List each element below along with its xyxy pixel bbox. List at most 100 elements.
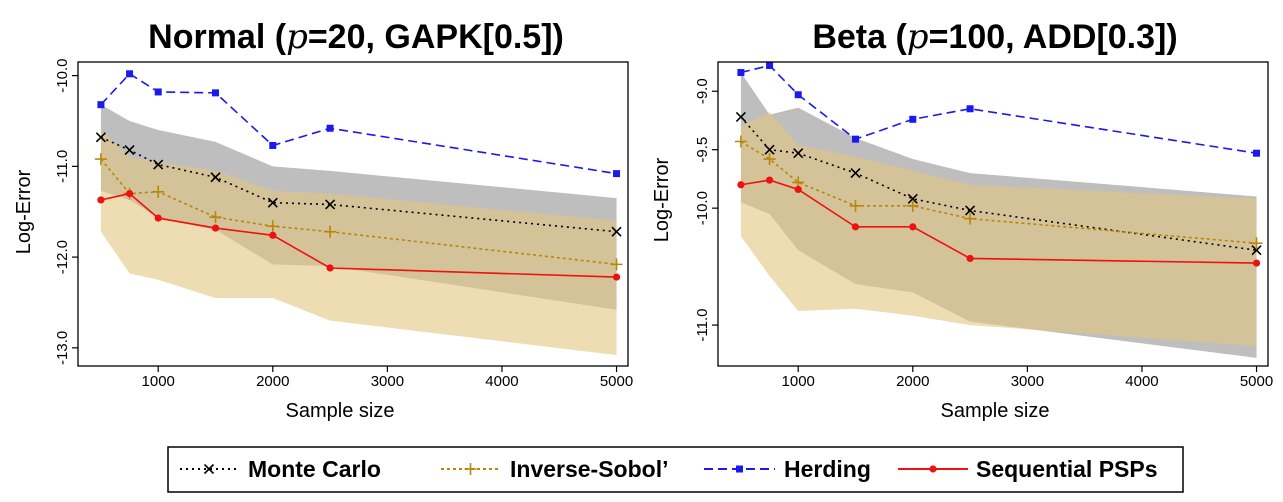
data-point <box>851 223 860 231</box>
data-point <box>850 168 861 179</box>
data-point <box>966 105 974 113</box>
title-dist: Beta ( <box>812 18 907 56</box>
data-point <box>764 144 775 155</box>
x-tick-label: 2000 <box>256 373 289 390</box>
data-point <box>966 254 974 263</box>
title-p: p <box>286 17 308 57</box>
right-panel: Beta (p=100, ADD[0.3]) 1000 2000 3000 4000 50… <box>651 17 1273 422</box>
data-point <box>612 273 621 281</box>
data-point <box>611 226 622 237</box>
x-tick-label: 1000 <box>142 373 175 390</box>
data-point <box>852 135 859 143</box>
x-tick-label: 3000 <box>371 373 404 390</box>
legend-label: Sequential PSPs <box>976 456 1158 482</box>
data-point <box>613 170 621 178</box>
y-tick-label: -11.0 <box>694 309 711 342</box>
data-point <box>154 88 162 96</box>
data-point <box>97 196 105 204</box>
data-point <box>153 159 164 170</box>
title-p: p <box>907 17 929 57</box>
y-tick-label: -10.0 <box>694 191 711 225</box>
y-tick-label: -11.0 <box>54 150 71 183</box>
legend-label: Inverse-Sobol’ <box>510 456 668 482</box>
data-point <box>1250 237 1263 250</box>
legend-box <box>167 446 1184 493</box>
data-point <box>964 212 977 225</box>
data-point <box>126 70 134 78</box>
x-tick-label: 4000 <box>485 373 518 390</box>
data-point <box>909 115 917 123</box>
data-point <box>209 211 222 224</box>
data-point <box>737 181 745 189</box>
data-point <box>125 189 134 198</box>
data-point <box>763 153 776 166</box>
x-icon <box>203 463 215 475</box>
y-tick-label: -13.0 <box>54 331 71 365</box>
data-point <box>1253 149 1261 157</box>
data-point <box>610 258 623 271</box>
confidence-band <box>740 112 1257 347</box>
title-param: =20, GAPK[0.5]) <box>308 18 564 56</box>
data-point <box>95 132 106 143</box>
title-dist: Normal ( <box>148 18 287 56</box>
data-point <box>152 185 165 198</box>
x-tick-label: 5000 <box>1240 373 1273 390</box>
data-point <box>965 205 976 216</box>
chart-title: Normal (p=20, GAPK[0.5]) <box>148 17 564 57</box>
data-point <box>794 91 802 99</box>
data-point <box>737 69 745 77</box>
plot-frame <box>717 61 1269 367</box>
x-tick-label: 3000 <box>1011 373 1044 390</box>
plot-frame <box>77 61 629 367</box>
data-point <box>766 62 774 70</box>
legend-label: Monte Carlo <box>248 456 381 482</box>
data-point <box>124 144 135 156</box>
x-tick-label: 2000 <box>896 373 929 390</box>
data-point <box>326 264 334 272</box>
data-point <box>97 101 105 109</box>
x-axis-label: Sample size <box>941 400 1050 422</box>
square-icon <box>736 465 743 473</box>
plus-icon <box>464 463 477 475</box>
data-point <box>793 148 804 159</box>
data-point <box>1252 259 1261 267</box>
y-axis-label: Log-Error <box>13 169 35 254</box>
x-axis-label: Sample size <box>286 400 395 422</box>
chart-title: Beta (p=100, ADD[0.3]) <box>812 17 1177 57</box>
data-point <box>210 172 221 183</box>
y-axis-label: Log-Error <box>651 157 673 242</box>
data-point <box>765 176 774 184</box>
y-tick-label: -9.0 <box>694 78 711 104</box>
data-point <box>734 135 747 148</box>
y-tick-label: -12.0 <box>54 240 71 274</box>
data-point <box>154 214 162 222</box>
data-point <box>906 199 919 212</box>
data-point <box>267 197 278 208</box>
x-tick-label: 5000 <box>600 373 633 390</box>
data-point <box>266 220 279 233</box>
left-panel: Normal (p=20, GAPK[0.5]) 1000 2000 3000 4000… <box>13 17 633 422</box>
title-param: =100, ADD[0.3]) <box>929 18 1178 56</box>
legend: Monte Carlo Inverse-Sobol’ Herding Sequenti… <box>167 446 1184 493</box>
x-tick-label: 1000 <box>782 373 815 390</box>
data-point <box>324 225 337 238</box>
data-point <box>909 223 917 231</box>
data-point <box>94 153 107 166</box>
legend-label: Herding <box>784 456 871 482</box>
y-tick-label: -10.0 <box>54 59 71 93</box>
data-point <box>212 89 219 97</box>
data-point <box>1251 245 1262 256</box>
x-tick-label: 4000 <box>1125 373 1158 390</box>
data-point <box>269 231 277 239</box>
data-point <box>326 124 334 132</box>
confidence-band <box>100 130 617 356</box>
data-point <box>269 141 277 149</box>
circle-icon <box>929 465 937 473</box>
data-point <box>325 199 336 210</box>
data-point <box>794 185 802 194</box>
data-point <box>907 193 918 204</box>
data-point <box>849 199 862 212</box>
data-point <box>211 224 220 232</box>
y-tick-label: -9.5 <box>694 137 711 163</box>
